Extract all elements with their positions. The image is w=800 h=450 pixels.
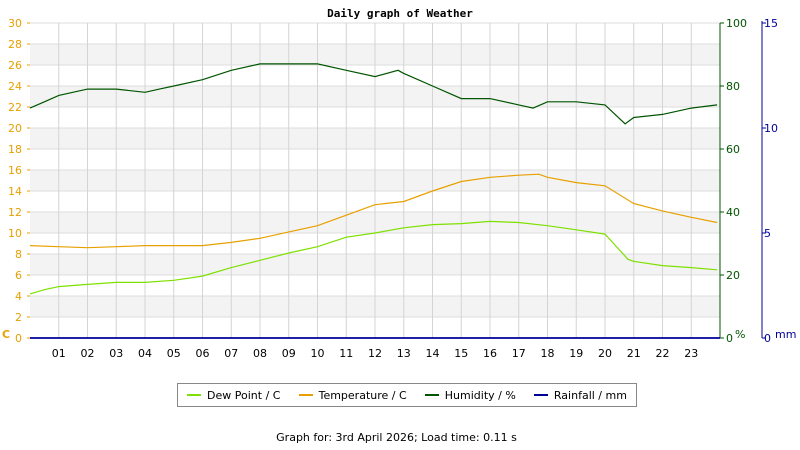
- x-tick-label: 17: [512, 347, 526, 360]
- legend: Dew Point / C Temperature / C Humidity /…: [177, 383, 637, 407]
- temperature-tick-label: 14: [8, 185, 22, 198]
- temperature-tick-label: 24: [8, 80, 22, 93]
- legend-label-humidity: Humidity / %: [444, 388, 516, 402]
- x-tick-label: 14: [426, 347, 440, 360]
- x-tick-label: 16: [483, 347, 497, 360]
- x-tick-label: 13: [397, 347, 411, 360]
- temperature-tick-label: 26: [8, 59, 22, 72]
- temperature-unit-label: C: [2, 328, 10, 341]
- x-tick-label: 06: [196, 347, 210, 360]
- rainfall-unit-label: mm: [775, 328, 796, 341]
- legend-item-rainfall: Rainfall / mm: [533, 388, 627, 402]
- temperature-tick-label: 10: [8, 227, 22, 240]
- humidity-tick-label: 40: [726, 206, 740, 219]
- legend-item-dew-point: Dew Point / C: [187, 389, 280, 402]
- rainfall-tick-label: 10: [764, 122, 778, 135]
- chart-title: Daily graph of Weather: [327, 7, 473, 20]
- x-tick-label: 02: [81, 347, 95, 360]
- humidity-tick-label: 20: [726, 269, 740, 282]
- x-tick-label: 09: [282, 347, 296, 360]
- humidity-tick-label: 0: [726, 332, 733, 345]
- temperature-tick-label: 4: [15, 290, 22, 303]
- rainfall-tick-label: 15: [764, 17, 778, 30]
- x-tick-label: 11: [339, 347, 353, 360]
- temperature-tick-label: 18: [8, 143, 22, 156]
- legend-swatch-dew-point: [187, 394, 202, 396]
- temperature-tick-label: 8: [15, 248, 22, 261]
- humidity-tick-label: 100: [726, 17, 747, 30]
- legend-swatch-rainfall: [533, 394, 548, 396]
- temperature-tick-label: 20: [8, 122, 22, 135]
- x-tick-label: 03: [109, 347, 123, 360]
- temperature-tick-label: 0: [15, 332, 22, 345]
- x-tick-label: 15: [454, 347, 468, 360]
- temperature-line: [29, 173, 718, 249]
- x-tick-label: 10: [311, 347, 325, 360]
- humidity-axis: 0 20 40 60 80 100%: [719, 17, 747, 345]
- legend-label-temperature: Temperature / C: [318, 388, 407, 402]
- humidity-tick-label: 80: [726, 80, 740, 93]
- rainfall-tick-label: 0: [764, 332, 771, 345]
- temperature-tick-label: 2: [15, 311, 22, 324]
- legend-swatch-temperature: [298, 394, 313, 396]
- humidity-unit-label: %: [735, 328, 745, 341]
- temperature-tick-label: 16: [8, 164, 22, 177]
- series-lines: [29, 63, 720, 339]
- x-tick-label: 12: [368, 347, 382, 360]
- rainfall-axis: 0 5 10 15 mm: [761, 17, 796, 345]
- weather-chart: Daily graph of Weather 02468101214161820…: [2, 7, 796, 360]
- footer-status: Graph for: 3rd April 2026; Load time: 0.…: [276, 431, 517, 444]
- x-tick-label: 18: [541, 347, 555, 360]
- x-tick-label: 04: [138, 347, 152, 360]
- temperature-tick-label: 28: [8, 38, 22, 51]
- x-tick-label: 07: [224, 347, 238, 360]
- legend-item-temperature: Temperature / C: [298, 388, 407, 402]
- legend-label-rainfall: Rainfall / mm: [553, 388, 627, 402]
- x-tick-label: 21: [627, 347, 641, 360]
- dew-point-line: [29, 220, 718, 295]
- x-tick-label: 23: [684, 347, 698, 360]
- temperature-tick-label: 22: [8, 101, 22, 114]
- x-tick-label: 20: [598, 347, 612, 360]
- rainfall-tick-label: 5: [764, 227, 771, 240]
- legend-item-humidity: Humidity / %: [424, 388, 516, 402]
- temperature-tick-label: 6: [15, 269, 22, 282]
- x-tick-label: 05: [167, 347, 181, 360]
- temperature-tick-label: 30: [8, 17, 22, 30]
- humidity-line: [29, 63, 718, 125]
- temperature-tick-label: 12: [8, 206, 22, 219]
- x-tick-label: 08: [253, 347, 267, 360]
- x-tick-label: 19: [569, 347, 583, 360]
- legend-label-dew-point: Dew Point / C: [207, 388, 281, 402]
- x-tick-label: 01: [52, 347, 66, 360]
- x-axis: 01 02 03 04 05 06 07 08 09 10 11 12 13 14 15 16 17 18 19 20…: [30, 337, 720, 360]
- legend-swatch-humidity: [424, 394, 439, 396]
- x-tick-label: 22: [656, 347, 670, 360]
- humidity-tick-label: 60: [726, 143, 740, 156]
